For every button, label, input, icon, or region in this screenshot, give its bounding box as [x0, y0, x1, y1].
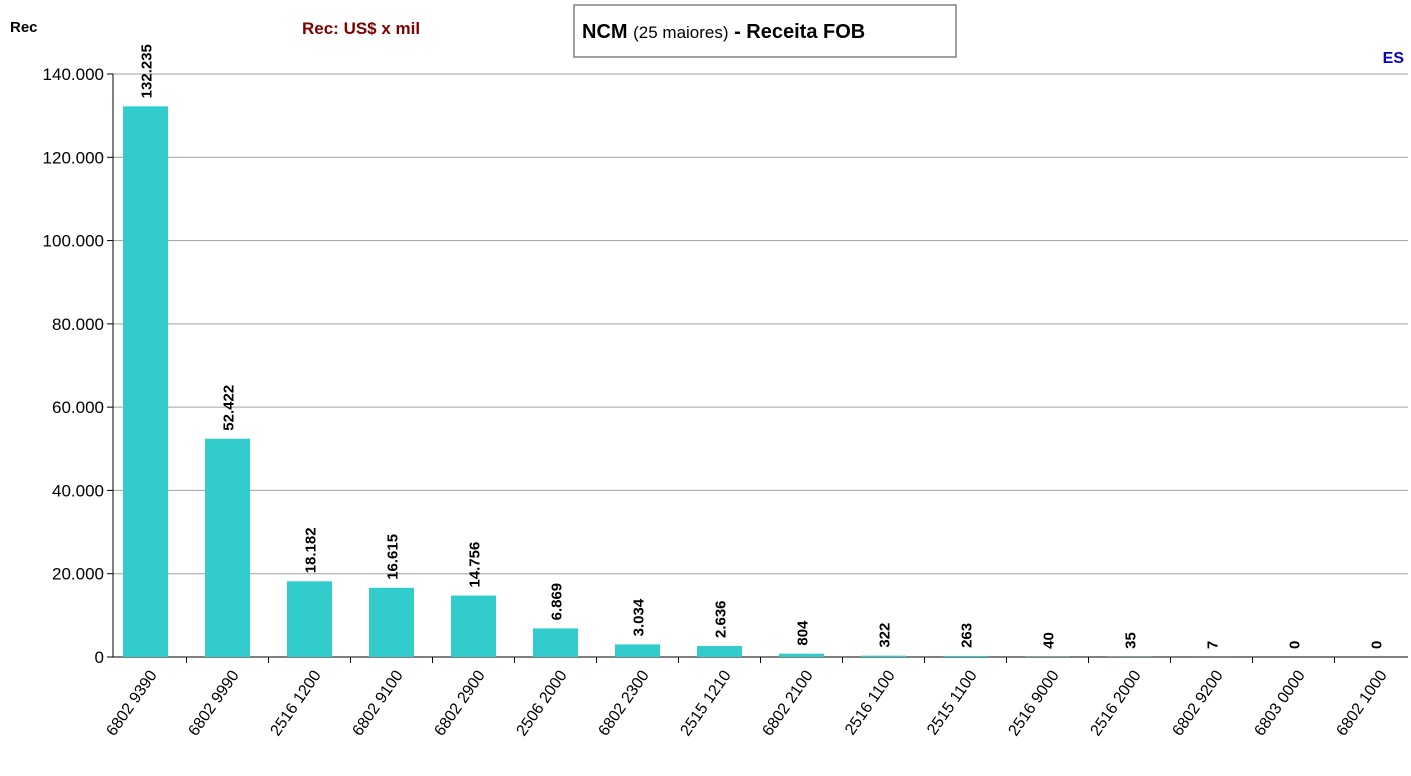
value-label: 35: [1123, 632, 1140, 649]
chart-title: NCM (25 maiores) - Receita FOB: [582, 21, 865, 43]
x-tick-label: 2515 1210: [677, 667, 734, 739]
bar: [123, 106, 168, 657]
x-tick-label: 2506 2000: [513, 667, 570, 739]
y-tick-label: 40.000: [52, 481, 104, 500]
x-tick-label: 6802 9390: [103, 667, 160, 739]
x-tick-label: 2516 1200: [267, 667, 324, 739]
bar: [697, 646, 742, 657]
annotation: ES: [1383, 50, 1405, 67]
x-tick-label: 2516 9000: [1005, 667, 1062, 739]
bar: [943, 655, 988, 657]
value-label: 18.182: [303, 527, 320, 573]
x-tick-label: 2515 1100: [924, 667, 981, 738]
title-box: [573, 4, 957, 58]
value-label: 52.422: [221, 385, 238, 431]
bar: [533, 628, 578, 657]
bar: [779, 653, 824, 657]
y-tick-label: 140.000: [43, 65, 104, 84]
value-label: 3.034: [631, 598, 648, 636]
unit-note: Rec: US$ x mil: [302, 19, 420, 38]
title-part: NCM: [582, 21, 628, 43]
value-label: 40: [1041, 632, 1058, 649]
title-part: (25 maiores): [633, 23, 728, 42]
bar: [205, 438, 250, 657]
y-tick-label: 100.000: [43, 232, 104, 251]
x-tick-label: 6802 2100: [759, 667, 816, 739]
x-tick-label: 2516 1100: [842, 667, 899, 738]
x-tick-label: 6802 2900: [431, 667, 488, 739]
value-label: 6.869: [549, 583, 566, 621]
y-tick-label: 20.000: [52, 565, 104, 584]
y-tick-label: 60.000: [52, 398, 104, 417]
value-label: 804: [795, 620, 812, 646]
x-tick-label: 6802 9100: [349, 667, 406, 739]
bar: [287, 581, 332, 657]
x-tick-label: 6802 9990: [185, 667, 242, 739]
y-tick-label: 120.000: [43, 148, 104, 167]
bar: [615, 644, 660, 657]
y-tick-label: 0: [95, 648, 104, 667]
x-tick-label: 6802 9200: [1169, 667, 1226, 739]
value-label: 14.756: [467, 542, 484, 588]
value-label: 263: [959, 623, 976, 648]
y-axis-label: Rec: [10, 19, 38, 36]
value-label: 7: [1205, 641, 1222, 649]
x-tick-label: 6803 0000: [1251, 667, 1308, 739]
x-tick-label: 6802 1000: [1333, 667, 1390, 739]
y-tick-label: 80.000: [52, 315, 104, 334]
title-part: - Receita FOB: [734, 21, 865, 43]
x-tick-label: 6802 2300: [595, 667, 652, 739]
value-label: 0: [1287, 641, 1304, 649]
value-label: 132.235: [139, 44, 156, 98]
value-label: 322: [877, 623, 894, 648]
bar: [861, 655, 906, 657]
value-label: 16.615: [385, 534, 402, 580]
value-label: 0: [1369, 641, 1386, 649]
bar: [451, 595, 496, 657]
x-tick-label: 2516 2000: [1087, 667, 1144, 739]
bar: [369, 587, 414, 657]
value-label: 2.636: [713, 600, 730, 638]
